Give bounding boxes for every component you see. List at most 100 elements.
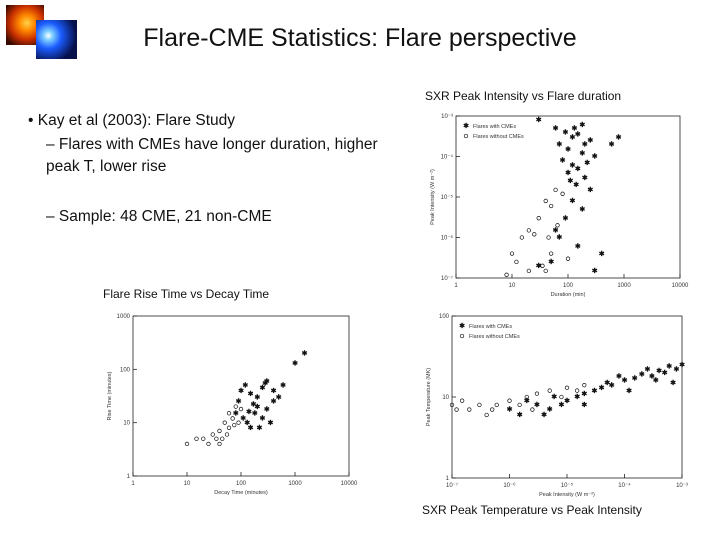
data-point-without-cme: [226, 425, 232, 430]
x-tick-label: 10000: [341, 481, 358, 487]
y-axis-label: Rise Time (minutes): [107, 371, 113, 420]
data-point-without-cme: [543, 268, 548, 274]
data-point-with-cme: ✱: [582, 174, 588, 182]
data-point-with-cme: ✱: [248, 424, 254, 432]
slide-title: Flare-CME Statistics: Flare perspective: [143, 24, 577, 52]
caption-temperature-intensity: SXR Peak Temperature vs Peak Intensity: [422, 503, 642, 517]
data-point-without-cme: [548, 203, 554, 209]
data-point-without-cme: [509, 251, 515, 256]
data-point-without-cme: [184, 441, 190, 447]
x-tick-label: 10⁻⁴: [618, 482, 631, 489]
data-point-with-cme: ✱: [616, 373, 622, 381]
y-tick-label: 100: [439, 314, 450, 320]
data-point-with-cme: ✱: [599, 384, 605, 392]
data-point-with-cme: ✱: [553, 124, 559, 132]
data-point-without-cme: [206, 441, 211, 447]
data-point-with-cme: ✱: [536, 262, 542, 270]
data-point-with-cme: ✱: [541, 411, 547, 419]
data-point-with-cme: ✱: [579, 205, 585, 213]
data-point-without-cme: [494, 402, 499, 407]
data-point-with-cme: ✱: [280, 382, 286, 390]
data-point-without-cme: [530, 407, 535, 412]
x-tick-label: 10⁻⁶: [503, 482, 516, 489]
data-point-without-cme: [238, 406, 244, 412]
data-point-with-cme: ✱: [553, 227, 559, 235]
data-point-with-cme: ✱: [639, 371, 645, 379]
data-point-with-cme: ✱: [656, 367, 662, 375]
x-tick-label: 10: [509, 283, 516, 289]
data-point-with-cme: ✱: [587, 137, 593, 145]
y-tick-label: 10⁻³: [441, 114, 453, 120]
data-point-without-cme: [536, 216, 541, 221]
data-point-with-cme: ✱: [591, 387, 597, 395]
y-tick-label: 1: [127, 474, 131, 480]
data-point-without-cme: [534, 391, 540, 396]
data-point-with-cme: ✱: [575, 165, 581, 173]
y-tick-label: 100: [120, 367, 131, 373]
data-point-with-cme: ✱: [547, 406, 553, 414]
data-point-with-cme: ✱: [670, 379, 676, 387]
y-tick-label: 1: [446, 476, 450, 482]
data-point-with-cme: ✱: [563, 128, 569, 136]
data-point-with-cme: ✱: [564, 397, 570, 405]
data-point-with-cme: ✱: [251, 401, 257, 409]
data-point-without-cme: [553, 187, 558, 193]
data-point-without-cme: [582, 383, 587, 388]
data-point-with-cme: ✱: [579, 149, 585, 157]
data-point-without-cme: [214, 436, 219, 441]
plot-frame: [455, 115, 681, 279]
chart-temperature-vs-intensity: 10⁻⁷ 10⁻⁶ 10⁻⁵ 10⁻⁴ 10⁻³ 1 10 100 Peak Intensity…: [422, 308, 690, 498]
y-tick-label: 10⁻⁴: [441, 154, 454, 161]
data-point-without-cme: [220, 436, 225, 441]
data-point-with-cme: ✱: [264, 377, 270, 385]
legend-entry: Flares with CMEs: [469, 324, 512, 330]
bullet-main: • Kay et al (2003): Flare Study: [28, 112, 236, 129]
data-point-with-cme: ✱: [604, 379, 610, 387]
data-point-without-cme: [449, 402, 455, 407]
y-tick-label: 10⁻⁵: [441, 194, 454, 201]
data-point-with-cme: ✱: [524, 397, 530, 405]
data-point-with-cme: ✱: [644, 365, 650, 373]
data-point-with-cme: ✱: [574, 393, 580, 401]
data-point-with-cme: ✱: [575, 243, 581, 251]
y-axis-label: Peak Intensity (W m⁻²): [430, 169, 436, 225]
data-point-without-cme: [559, 394, 564, 400]
x-tick-label: 10000: [672, 283, 689, 289]
data-point-without-cme: [467, 407, 472, 412]
data-point-without-cme: [546, 235, 551, 240]
data-point-with-cme: ✱: [653, 377, 659, 385]
data-point-with-cme: ✱: [581, 401, 587, 409]
coronagraph-image: [36, 20, 77, 59]
data-point-with-cme: ✱: [569, 197, 575, 205]
y-tick-label: 10: [123, 421, 130, 427]
data-point-without-cme: [507, 398, 512, 403]
legend-entry: Flares without CMEs: [469, 334, 520, 340]
data-point-with-cme: ✱: [271, 387, 277, 395]
data-point-with-cme: ✱: [626, 387, 632, 395]
x-tick-label: 1000: [288, 481, 302, 487]
data-point-with-cme: ✱: [246, 408, 252, 416]
data-point-with-cme: ✱: [569, 162, 575, 170]
data-point-with-cme: ✱: [575, 131, 581, 139]
data-point-without-cme: [514, 259, 519, 265]
data-point-without-cme: [226, 411, 232, 416]
data-point-without-cme: [560, 191, 565, 196]
data-point-with-cme: ✱: [609, 141, 615, 149]
caption-rise-decay: Flare Rise Time vs Decay Time: [103, 287, 270, 301]
x-tick-label: 10⁻⁵: [561, 482, 574, 489]
data-point-without-cme: [217, 441, 222, 447]
data-point-without-cme: [477, 402, 482, 407]
data-point-with-cme: ✱: [262, 379, 268, 387]
data-point-without-cme: [547, 388, 552, 393]
legend-marker-without-cme: [459, 333, 465, 339]
data-point-with-cme: ✱: [242, 382, 248, 390]
data-point-with-cme: ✱: [592, 267, 598, 275]
data-point-without-cme: [224, 432, 230, 437]
data-point-without-cme: [574, 388, 580, 393]
data-point-with-cme: ✱: [271, 398, 277, 406]
data-point-without-cme: [555, 223, 560, 228]
plot-frame: [132, 315, 350, 477]
data-point-with-cme: ✱: [679, 361, 685, 369]
data-point-with-cme: ✱: [233, 409, 239, 417]
data-point-with-cme: ✱: [240, 415, 246, 423]
